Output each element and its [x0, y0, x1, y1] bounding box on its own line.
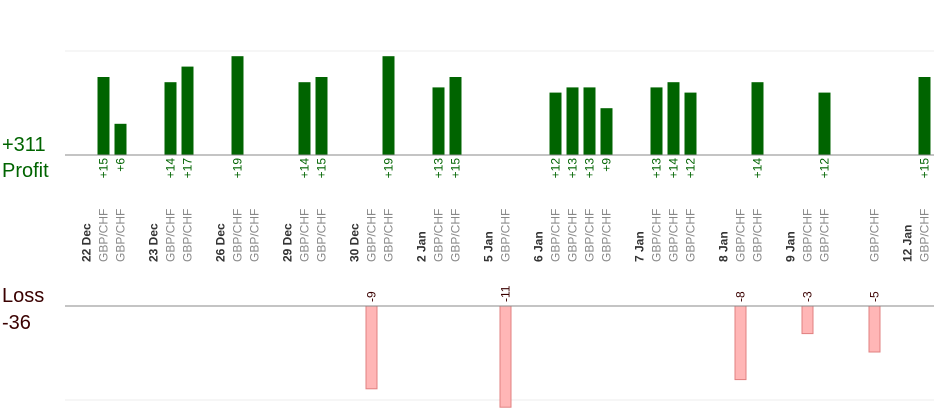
- profit-bar: [114, 123, 127, 155]
- date-label: 22 Dec: [80, 223, 94, 262]
- date-label: 30 Dec: [348, 223, 362, 262]
- loss-value-label: -11: [499, 285, 513, 302]
- profit-value-label: +12: [549, 158, 563, 179]
- profit-value-label: +14: [751, 158, 765, 179]
- profit-bar: [918, 77, 931, 155]
- profit-value-label: +14: [164, 158, 178, 179]
- loss-bar: [499, 305, 512, 408]
- pair-label: GBP/CHF: [432, 209, 446, 262]
- date-label: 12 Jan: [901, 225, 915, 262]
- profit-bar: [449, 77, 462, 155]
- pair-label: GBP/CHF: [684, 209, 698, 262]
- pair-label: GBP/CHF: [365, 209, 379, 262]
- profit-value-label: +13: [583, 158, 597, 179]
- pair-label: GBP/CHF: [751, 209, 765, 262]
- pair-label: GBP/CHF: [818, 209, 832, 262]
- date-label: 23 Dec: [147, 223, 161, 262]
- date-label: 26 Dec: [214, 223, 228, 262]
- profit-total: +311: [2, 134, 46, 156]
- profit-bar: [667, 82, 680, 155]
- profit-value-label: +12: [818, 158, 832, 179]
- pair-label: GBP/CHF: [918, 209, 932, 262]
- date-label: 5 Jan: [482, 231, 496, 262]
- loss-bar: [365, 305, 378, 390]
- profit-bar: [181, 66, 194, 155]
- profit-value-label: +19: [382, 158, 396, 179]
- profit-value-label: +17: [181, 158, 195, 179]
- profit-bar: [298, 82, 311, 155]
- profit-bar: [432, 87, 445, 155]
- profit-value-label: +12: [684, 158, 698, 179]
- profit-value-label: +15: [918, 158, 932, 179]
- loss-bar: [801, 305, 814, 335]
- pair-label: GBP/CHF: [667, 209, 681, 262]
- profit-value-label: +15: [449, 158, 463, 179]
- pair-label: GBP/CHF: [566, 209, 580, 262]
- pair-label: GBP/CHF: [248, 209, 262, 262]
- date-label: 29 Dec: [281, 223, 295, 262]
- profit-bar: [549, 92, 562, 155]
- pair-label: GBP/CHF: [315, 209, 329, 262]
- pair-label: GBP/CHF: [164, 209, 178, 262]
- loss-value-label: -5: [868, 291, 882, 302]
- pair-label: GBP/CHF: [650, 209, 664, 262]
- loss-value-label: -3: [801, 291, 815, 302]
- profit-value-label: +13: [432, 158, 446, 179]
- profit-bar: [818, 92, 831, 155]
- loss-value-label: -8: [734, 291, 748, 302]
- profit-bar: [566, 87, 579, 155]
- pair-label: GBP/CHF: [382, 209, 396, 262]
- bars: [97, 56, 931, 408]
- profit-bar: [600, 108, 613, 155]
- profit-value-label: +15: [315, 158, 329, 179]
- loss-total: -36: [2, 312, 31, 334]
- pair-label: GBP/CHF: [801, 209, 815, 262]
- profit-value-label: +13: [650, 158, 664, 179]
- profit-bar: [231, 56, 244, 156]
- profit-bar: [583, 87, 596, 155]
- loss-bar: [868, 305, 881, 353]
- profit-bar: [684, 92, 697, 155]
- profit-value-label: +14: [298, 158, 312, 179]
- pair-label: GBP/CHF: [231, 209, 245, 262]
- date-label: 8 Jan: [717, 231, 731, 262]
- profit-value-label: +19: [231, 158, 245, 179]
- profit-bar: [97, 77, 110, 155]
- date-label: 7 Jan: [633, 231, 647, 262]
- profit-value-label: +6: [114, 158, 128, 172]
- profit-bar: [751, 82, 764, 155]
- date-label: 2 Jan: [415, 231, 429, 262]
- profit-bar: [315, 77, 328, 155]
- pair-label: GBP/CHF: [734, 209, 748, 262]
- profit-value-label: +15: [97, 158, 111, 179]
- loss-bar: [734, 305, 747, 381]
- pair-label: GBP/CHF: [114, 209, 128, 262]
- loss-label: Loss: [2, 285, 44, 307]
- pair-label: GBP/CHF: [583, 209, 597, 262]
- pair-label: GBP/CHF: [181, 209, 195, 262]
- pair-label: GBP/CHF: [600, 209, 614, 262]
- pair-label: GBP/CHF: [97, 209, 111, 262]
- profit-bar: [164, 82, 177, 155]
- profit-label: Profit: [2, 160, 49, 182]
- pair-label: GBP/CHF: [298, 209, 312, 262]
- date-label: 9 Jan: [784, 231, 798, 262]
- pair-label: GBP/CHF: [868, 209, 882, 262]
- pair-label: GBP/CHF: [549, 209, 563, 262]
- profit-value-label: +13: [566, 158, 580, 179]
- loss-value-label: -9: [365, 291, 379, 302]
- profit-value-label: +14: [667, 158, 681, 179]
- pair-label: GBP/CHF: [499, 209, 513, 262]
- profit-bar: [650, 87, 663, 155]
- profit-bar: [382, 56, 395, 156]
- pair-label: GBP/CHF: [449, 209, 463, 262]
- date-label: 6 Jan: [532, 231, 546, 262]
- profit-value-label: +9: [600, 158, 614, 172]
